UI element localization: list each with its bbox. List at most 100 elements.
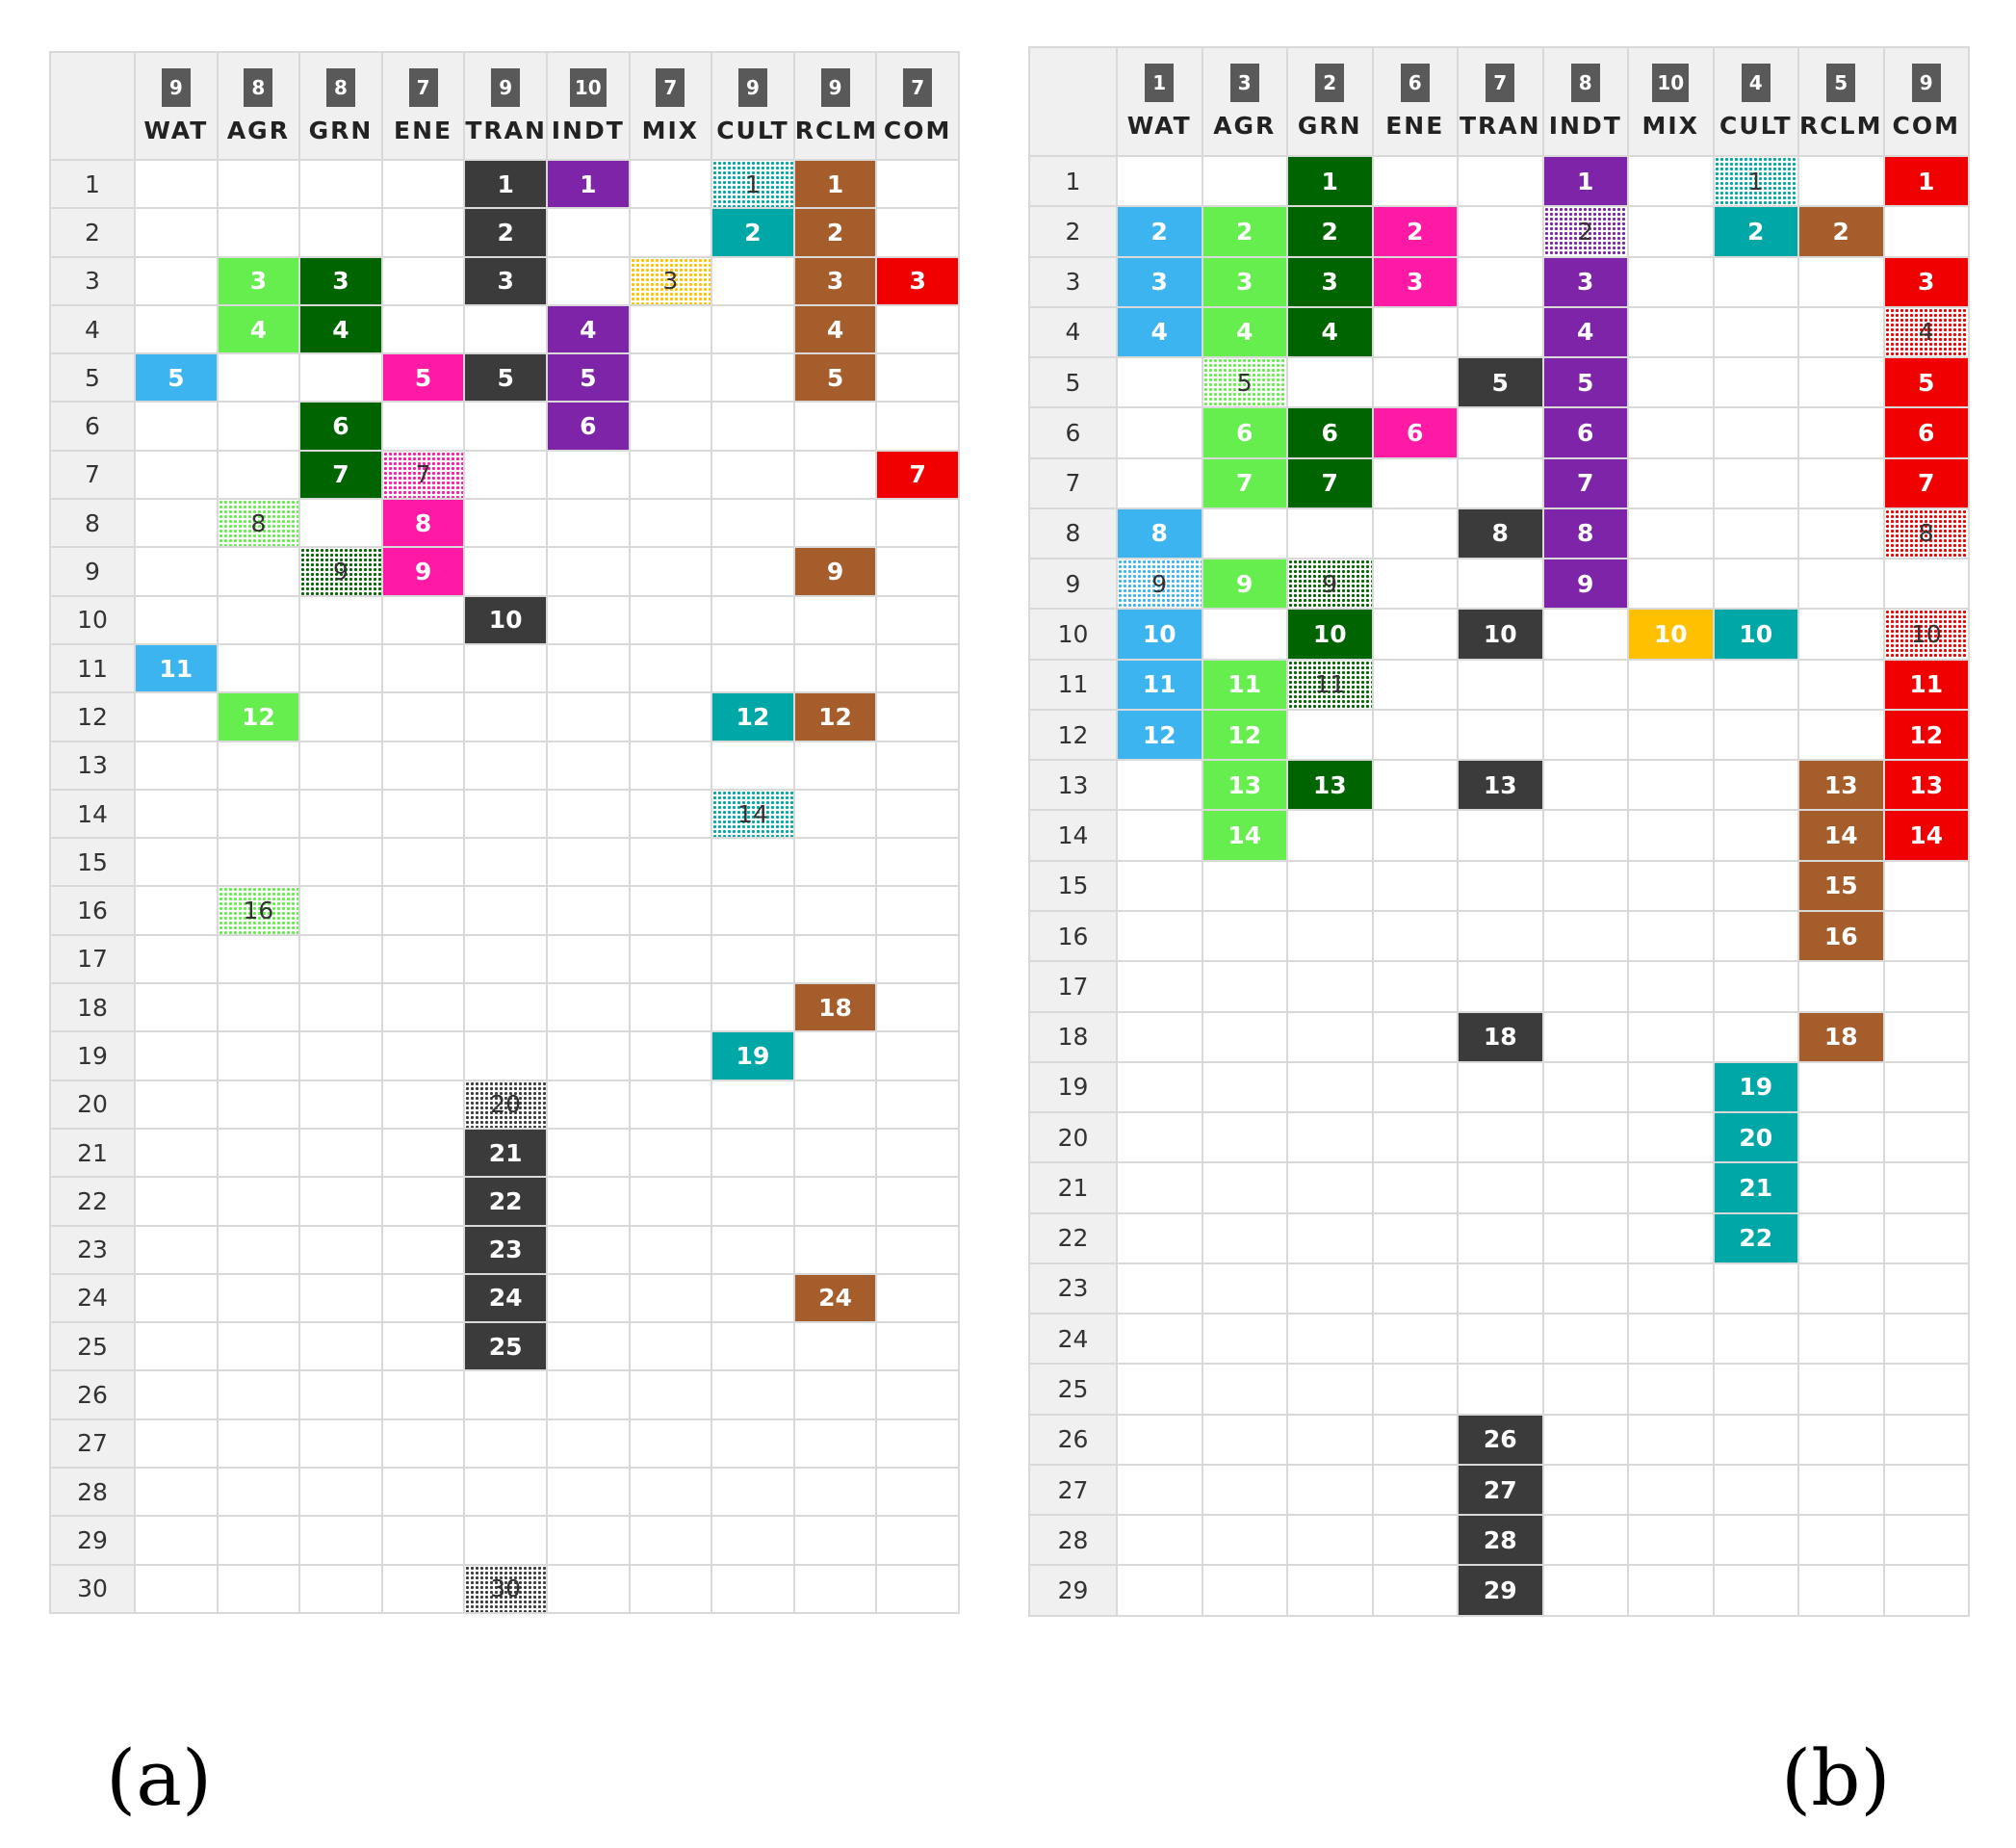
empty-cell [792,1515,878,1566]
empty-cell [134,1079,219,1130]
empty-cell [1627,1262,1715,1315]
empty-cell [134,1176,219,1227]
row-number: 11 [49,642,136,694]
empty-cell [1116,356,1203,409]
rank-badge: 5 [1826,64,1856,102]
column-label: CULT [716,116,789,144]
empty-cell [1882,205,1970,258]
empty-cell [711,1515,795,1566]
empty-cell [134,691,219,742]
cell-b-wat-3: 3 [1116,255,1203,308]
empty-cell [1116,1514,1203,1567]
cell-a-tran-24: 24 [463,1272,548,1324]
row-number: 13 [49,740,136,791]
empty-cell [1457,255,1544,308]
empty-cell [875,1127,960,1179]
empty-cell [1286,1060,1374,1114]
row-number: 3 [49,255,136,306]
empty-cell [216,1418,301,1470]
empty-cell [1712,1313,1799,1366]
cell-a-agr-16: 16 [216,885,301,936]
empty-cell [1797,1111,1885,1164]
column-label: COM [883,116,952,144]
empty-cell [545,1176,631,1227]
cell-a-agr-8: 8 [216,498,301,549]
empty-cell [1286,1010,1374,1063]
row-number: 21 [49,1127,136,1179]
empty-cell [545,1467,631,1518]
cell-b-com-5: 5 [1882,356,1970,409]
empty-cell [1286,1413,1374,1466]
empty-cell [1457,708,1544,762]
empty-cell [545,1515,631,1566]
empty-cell [216,1079,301,1130]
empty-cell [1712,1463,1799,1517]
empty-cell [628,449,713,501]
empty-cell [1882,1463,1970,1517]
empty-cell [380,837,466,888]
empty-cell [1201,154,1288,208]
empty-cell [1882,1161,1970,1214]
row-number: 29 [1028,1564,1118,1617]
row-number: 21 [1028,1161,1118,1214]
column-label: MIX [641,116,700,144]
empty-cell [628,1272,713,1324]
empty-cell [1882,1060,1970,1114]
empty-cell [875,1079,960,1130]
cell-b-com-14: 14 [1882,809,1970,862]
panel-b-grid: 1 WAT 3 AGR 2 GRN 6 ENE 7 TRAN 8 INDT 10 MIX 4 CULT 5 RCL… [1028,46,1970,1617]
row-number: 12 [1028,708,1118,762]
empty-cell [1712,960,1799,1013]
table-row: 13 [49,740,960,791]
row-number: 19 [1028,1060,1118,1114]
empty-cell [1627,1313,1715,1366]
empty-cell [134,158,219,210]
cell-b-cult-19: 19 [1712,1060,1799,1114]
cell-b-com-3: 3 [1882,255,1970,308]
empty-cell [1541,658,1629,711]
empty-cell [628,1369,713,1420]
row-number: 30 [49,1563,136,1614]
empty-cell [1541,708,1629,762]
empty-cell [1116,1363,1203,1416]
row-number: 23 [1028,1262,1118,1315]
cell-b-com-7: 7 [1882,456,1970,509]
empty-cell [1371,1111,1459,1164]
empty-cell [1457,154,1544,208]
column-header-rclm: 9 RCLM [792,51,878,161]
empty-cell [1371,909,1459,963]
empty-cell [1797,1060,1885,1114]
empty-cell [1201,1363,1288,1416]
cell-b-indt-6: 6 [1541,406,1629,459]
empty-cell [298,1563,383,1614]
cell-b-com-8: 8 [1882,507,1970,560]
empty-cell [380,691,466,742]
cell-b-rclm-13: 13 [1797,759,1885,812]
empty-cell [216,982,301,1033]
cell-b-indt-2: 2 [1541,205,1629,258]
empty-cell [1712,809,1799,862]
empty-cell [216,1563,301,1614]
empty-cell [134,1369,219,1420]
empty-cell [1201,1211,1288,1264]
empty-cell [1116,960,1203,1013]
empty-cell [1882,1111,1970,1164]
empty-cell [628,1127,713,1179]
empty-cell [711,1369,795,1420]
empty-cell [1882,1363,1970,1416]
empty-cell [1371,658,1459,711]
empty-cell [1286,1514,1374,1567]
empty-cell [1541,608,1629,661]
cell-b-com-13: 13 [1882,759,1970,812]
empty-cell [1286,1111,1374,1164]
cell-b-tran-10: 10 [1457,608,1544,661]
cell-b-indt-5: 5 [1541,356,1629,409]
empty-cell [1882,558,1970,611]
empty-cell [875,303,960,355]
empty-cell [1627,708,1715,762]
empty-cell [545,546,631,597]
cell-b-agr-9: 9 [1201,558,1288,611]
empty-cell [1286,356,1374,409]
empty-cell [1541,1413,1629,1466]
